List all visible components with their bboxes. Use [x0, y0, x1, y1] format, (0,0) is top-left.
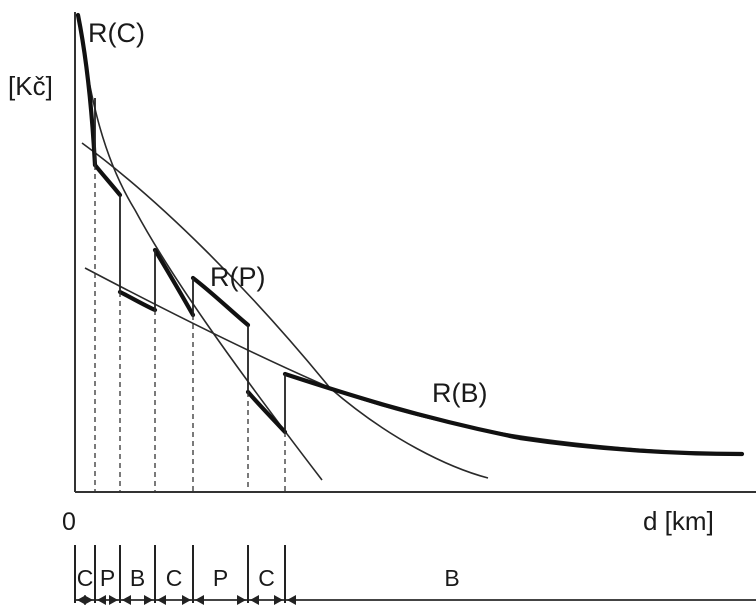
x-axis-label: d [km] [643, 506, 714, 536]
envelope-r-p-1 [92, 162, 123, 198]
envelope-r-c-1 [75, 12, 98, 168]
segment-label: P [213, 565, 228, 591]
curve-label-r-b: R(B) [432, 378, 488, 408]
curve-label-r-c: R(C) [88, 18, 145, 48]
arrowhead [84, 595, 93, 605]
segment-label: B [444, 565, 459, 591]
arrowhead [182, 595, 191, 605]
arrowhead [195, 595, 204, 605]
curve-label-r-p: R(P) [210, 262, 266, 292]
arrowhead [237, 595, 246, 605]
envelope-r-c-3 [245, 389, 288, 435]
segment-label: C [77, 565, 94, 591]
curve-r-p-thin [81, 142, 489, 479]
segment-label: B [130, 565, 145, 591]
arrowhead [250, 595, 259, 605]
envelope-r-b-1 [117, 289, 158, 313]
arrowhead [122, 595, 131, 605]
arrowhead [287, 595, 296, 605]
arrowhead [144, 595, 153, 605]
segment-label: P [100, 565, 115, 591]
segment-label: C [258, 565, 275, 591]
arrowhead [77, 595, 86, 605]
arrowhead [97, 595, 106, 605]
arrowhead [157, 595, 166, 605]
envelope-r-b-2 [282, 371, 745, 457]
segment-bar: C P B C P C B [74, 545, 756, 605]
y-axis-label: [Kč] [8, 71, 53, 101]
arrowhead [109, 595, 118, 605]
arrowhead [274, 595, 283, 605]
origin-label: 0 [62, 508, 76, 536]
envelope-r-p-2 [190, 275, 251, 328]
envelope-r-c-2 [152, 247, 196, 318]
segment-label: C [166, 565, 183, 591]
